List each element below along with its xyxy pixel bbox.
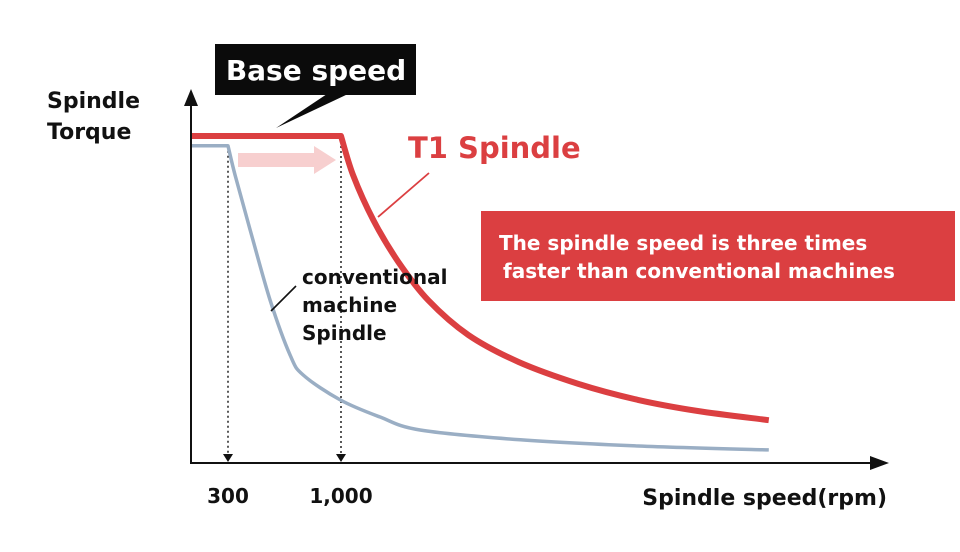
y-axis-label-line-2: Torque [47, 120, 131, 145]
conventional-spindle-line [190, 144, 769, 452]
conventional-label-line-1: conventional [302, 265, 447, 289]
base-speed-label: Base speed [226, 54, 406, 87]
y-axis-arrowhead [184, 89, 198, 106]
t1-spindle-label: T1 Spindle [408, 131, 581, 165]
t1-spindle-line [190, 133, 770, 424]
speed-increase-arrow [238, 146, 336, 174]
conventional-label-line-2: machine [302, 293, 397, 317]
base-speed-badge: Base speed [215, 44, 416, 128]
callout-line-1: The spindle speed is three times [499, 231, 868, 255]
guide-arrowhead-300 [223, 454, 233, 462]
t1-leader-line [377, 172, 430, 218]
x-tick-label-300: 300 [207, 484, 249, 508]
y-axis-label-line-1: Spindle [47, 89, 140, 114]
x-tick-label-1000: 1,000 [309, 484, 372, 508]
guide-arrowhead-1000 [336, 454, 346, 462]
callout-box: The spindle speed is three times faster … [481, 211, 955, 301]
x-axis-arrowhead [870, 456, 889, 470]
conventional-label-line-3: Spindle [302, 321, 387, 345]
callout-line-2: faster than conventional machines [503, 259, 895, 283]
x-axis-label: Spindle speed(rpm) [642, 486, 887, 511]
conventional-leader-line [270, 285, 297, 312]
